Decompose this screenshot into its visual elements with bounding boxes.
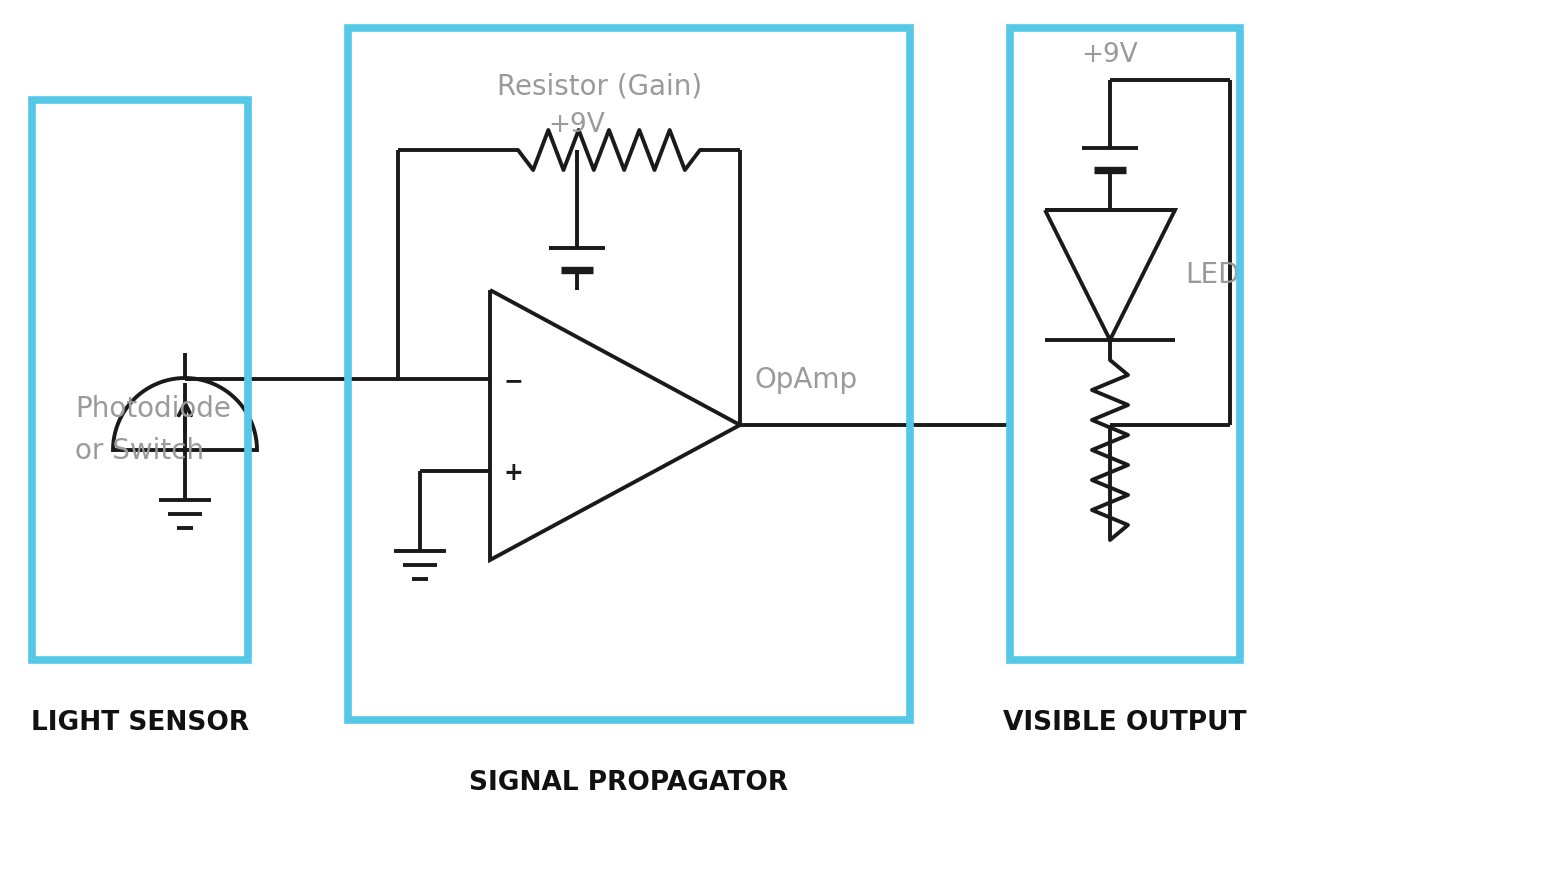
Text: Resistor (Gain): Resistor (Gain): [498, 72, 703, 100]
Text: OpAmp: OpAmp: [754, 366, 858, 394]
Bar: [31, 100, 247, 660]
Text: LIGHT SENSOR: LIGHT SENSOR: [31, 710, 249, 736]
Text: +: +: [504, 461, 524, 485]
Bar: [1009, 28, 1239, 660]
Text: −: −: [504, 369, 524, 393]
Bar: [347, 28, 909, 720]
Text: VISIBLE OUTPUT: VISIBLE OUTPUT: [1003, 710, 1247, 736]
Text: Photodiode
or Switch: Photodiode or Switch: [75, 395, 232, 465]
Text: SIGNAL PROPAGATOR: SIGNAL PROPAGATOR: [470, 770, 789, 796]
Text: LED: LED: [1185, 261, 1239, 289]
Text: +9V: +9V: [1081, 42, 1138, 68]
Text: +9V: +9V: [549, 112, 606, 138]
